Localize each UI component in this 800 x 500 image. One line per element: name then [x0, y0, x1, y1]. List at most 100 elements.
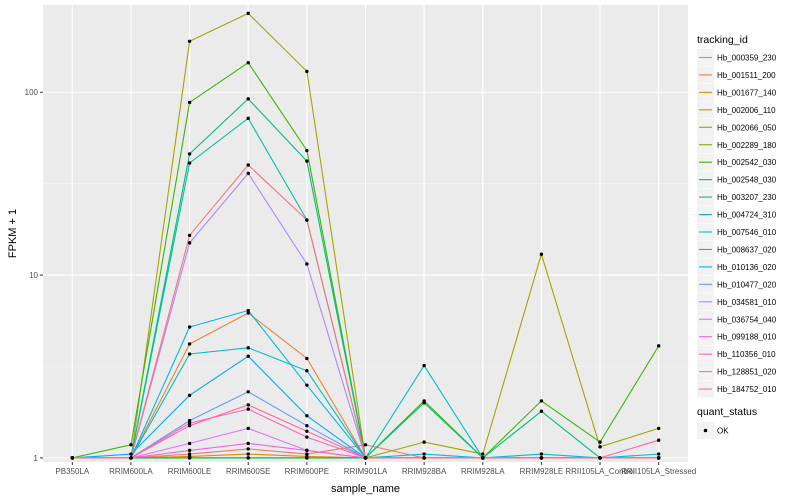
x-tick-label: RRIM928BA	[402, 467, 447, 476]
data-point	[129, 452, 133, 456]
data-point	[70, 456, 75, 460]
data-point	[305, 148, 309, 153]
x-tick-label: RRIM600PE	[285, 467, 329, 476]
data-point	[539, 452, 544, 456]
data-point	[246, 163, 250, 167]
data-point	[187, 161, 192, 165]
data-point	[187, 152, 192, 156]
legend-label: Hb_004724_310	[717, 211, 777, 220]
data-point	[129, 443, 133, 447]
data-point	[187, 233, 192, 238]
data-point	[422, 456, 426, 460]
data-point	[656, 452, 661, 456]
legend-item: Hb_000359_230	[697, 49, 777, 66]
data-point	[187, 441, 192, 446]
legend-label: Hb_003207_230	[717, 193, 777, 202]
data-point	[129, 456, 133, 460]
legend-label: Hb_002542_030	[717, 158, 777, 167]
data-point	[656, 438, 661, 442]
data-point	[187, 352, 192, 356]
data-point	[656, 456, 661, 460]
x-tick-label: PB350LA	[55, 467, 89, 476]
legend-item: Hb_002289_180	[697, 136, 777, 154]
legend-item: Hb_010477_020	[697, 275, 777, 293]
legend-label: Hb_002289_180	[717, 141, 777, 150]
legend-item: Hb_001511_200	[697, 66, 776, 84]
legend-label: Hb_036754_040	[717, 315, 777, 324]
data-point	[305, 435, 309, 439]
data-point	[598, 440, 602, 444]
legend-key-point	[703, 428, 708, 433]
data-point	[539, 399, 544, 403]
x-tick-label: RRIM928LE	[520, 467, 564, 476]
data-point	[246, 97, 250, 101]
legend-label: Hb_099188_010	[717, 333, 777, 342]
data-points	[70, 11, 661, 460]
legend-item: Hb_128851_020	[697, 363, 777, 381]
data-point	[246, 390, 250, 394]
data-point	[246, 426, 250, 431]
data-point	[539, 456, 544, 460]
legend-item: Hb_184752_010	[697, 380, 777, 398]
data-point	[305, 424, 309, 428]
data-point	[305, 456, 309, 460]
data-point	[305, 356, 309, 361]
legend-label: Hb_002548_030	[717, 176, 777, 185]
x-axis: PB350LA RRIM600LA RRIM600LE RRIM600SE RRIM60…	[55, 462, 696, 476]
x-tick-label: RRIM928LA	[461, 467, 505, 476]
data-point	[187, 241, 192, 245]
data-point	[187, 448, 192, 453]
data-point	[305, 262, 309, 266]
data-point	[305, 368, 309, 373]
legend-item: Hb_008637_020	[697, 240, 777, 258]
x-axis-title: sample_name	[331, 483, 400, 495]
legend-label: Hb_000359_230	[717, 54, 777, 63]
y-axis: 1 10 100	[25, 88, 43, 463]
legend-item: Hb_003207_230	[697, 188, 777, 206]
data-point	[246, 116, 250, 121]
data-point	[656, 344, 661, 348]
data-point	[305, 383, 309, 387]
data-point	[305, 159, 309, 163]
data-point	[246, 308, 250, 313]
data-point	[187, 325, 192, 329]
legend-label: OK	[717, 427, 729, 436]
x-tick-label: RRIM600LE	[168, 467, 212, 476]
x-tick-label: RRII105LA_Control	[565, 467, 635, 476]
legend-label: Hb_001511_200	[717, 71, 776, 80]
data-point	[187, 456, 192, 460]
legend-item: Hb_034581_010	[697, 293, 777, 311]
legend-item: Hb_036754_040	[697, 310, 777, 328]
legend-label: Hb_002066_050	[717, 123, 777, 132]
data-point	[422, 452, 426, 456]
x-tick-label: RRIM600SE	[226, 467, 270, 476]
data-point	[246, 346, 250, 350]
data-point	[481, 452, 485, 456]
legend-label: Hb_110356_010	[717, 350, 776, 359]
data-point	[246, 403, 250, 407]
data-point	[246, 407, 250, 411]
legend-label: Hb_001677_140	[717, 88, 777, 97]
legend-label: Hb_007546_010	[717, 228, 777, 237]
data-point	[187, 393, 192, 398]
legend-item: Hb_002066_050	[697, 118, 777, 136]
data-point	[363, 443, 368, 447]
data-point	[246, 354, 250, 358]
legend-item: Hb_001677_140	[697, 83, 777, 101]
data-point	[481, 456, 485, 460]
major-gridlines	[43, 5, 688, 462]
data-point	[305, 69, 309, 74]
data-point	[305, 448, 309, 453]
data-point	[539, 252, 544, 256]
y-tick-label: 10	[29, 271, 38, 280]
legend-label: Hb_008637_020	[717, 245, 777, 254]
data-point	[598, 456, 602, 460]
x-tick-label: RRIM901LA	[344, 467, 388, 476]
legend-label: Hb_010477_020	[717, 280, 777, 289]
quant-status-legend-title: quant_status	[697, 406, 757, 418]
data-point	[187, 39, 192, 43]
data-point	[305, 429, 309, 433]
data-point	[246, 171, 250, 176]
y-axis-title: FPKM + 1	[7, 209, 19, 258]
